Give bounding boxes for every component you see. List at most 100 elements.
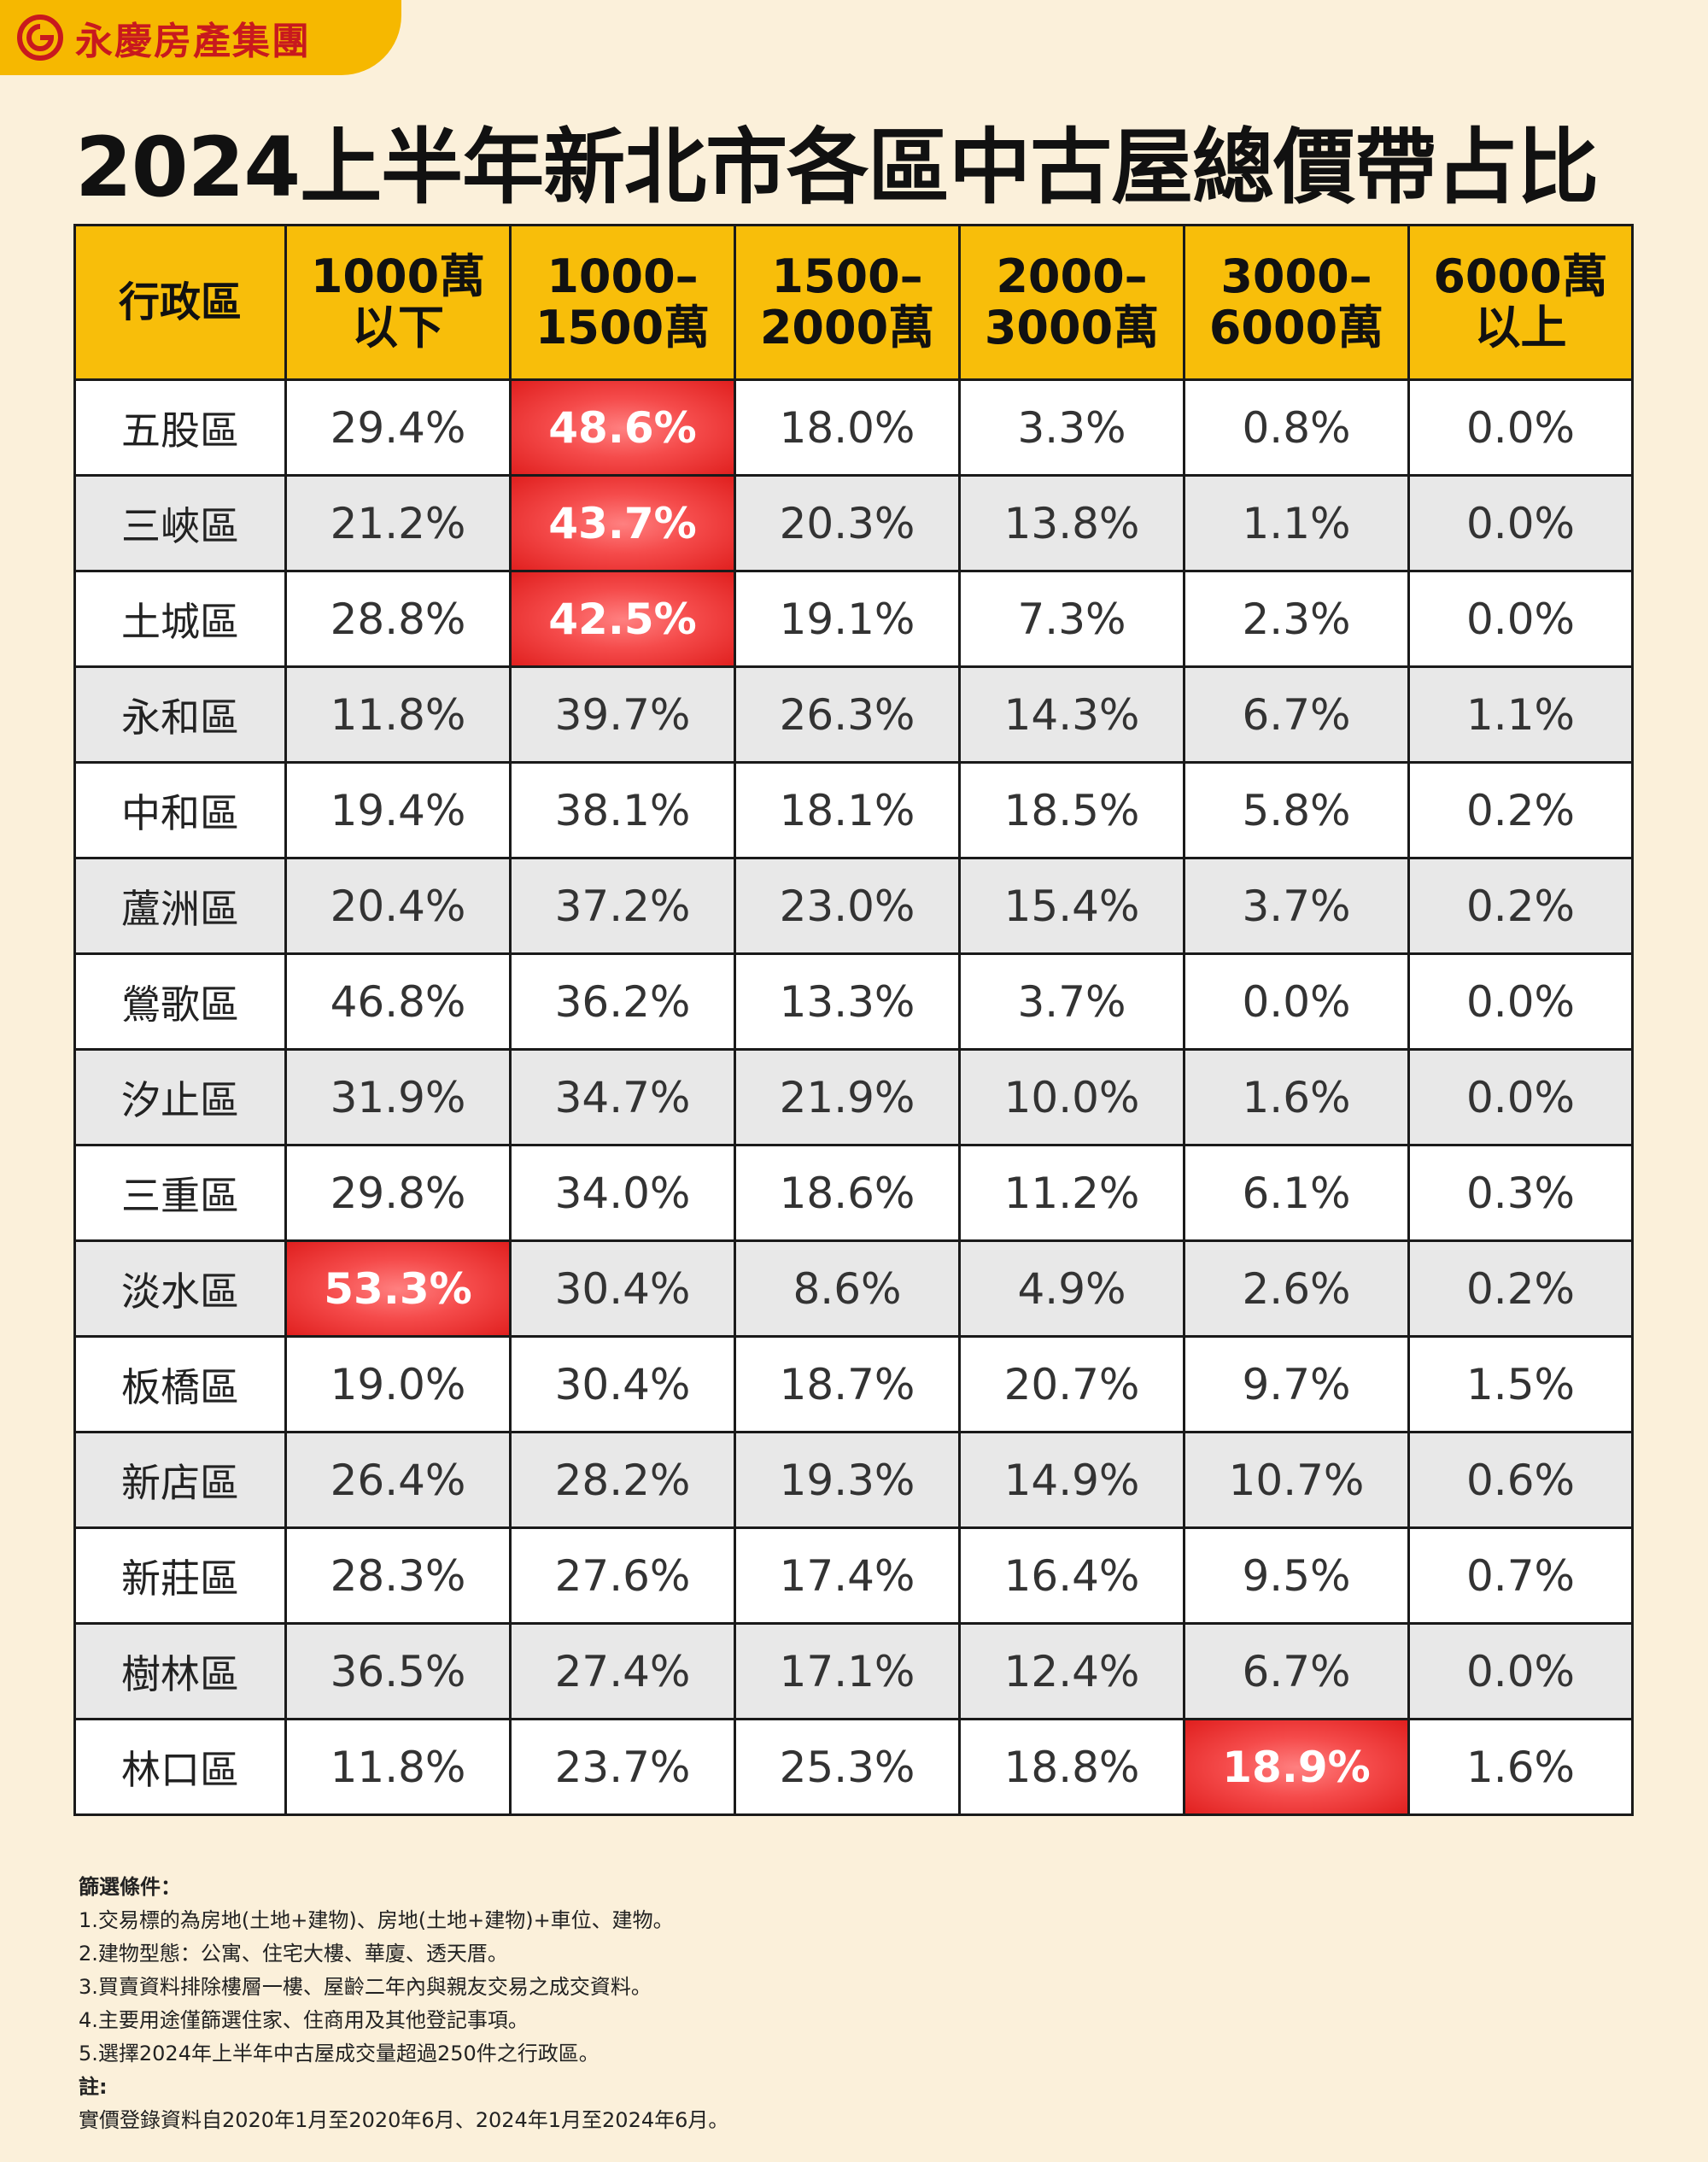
value-cell: 9.7% xyxy=(1183,1335,1410,1433)
filter-item: 5.選擇2024年上半年中古屋成交量超過250件之行政區。 xyxy=(79,2042,600,2065)
value-cell: 20.4% xyxy=(284,857,512,955)
value-cell: 19.1% xyxy=(734,570,961,668)
value-cell: 15.4% xyxy=(958,857,1185,955)
filter-item: 4.主要用途僅篩選住家、住商用及其他登記事項。 xyxy=(79,2008,529,2032)
value-cell: 0.2% xyxy=(1407,761,1634,859)
district-cell: 淡水區 xyxy=(73,1239,287,1338)
header-price-band: 1500– 2000萬 xyxy=(734,224,961,381)
value-cell: 0.0% xyxy=(1407,570,1634,668)
header-line: 1500– xyxy=(771,249,923,303)
value-cell: 1.1% xyxy=(1407,665,1634,764)
table-row: 三重區 29.8% 34.0% 18.6% 11.2% 6.1% 0.3% xyxy=(73,1144,1634,1242)
value-cell: 34.0% xyxy=(509,1144,736,1242)
value-cell: 11.8% xyxy=(284,665,512,764)
table-row: 三峽區 21.2% 43.7% 20.3% 13.8% 1.1% 0.0% xyxy=(73,474,1634,572)
table-row: 板橋區 19.0% 30.4% 18.7% 20.7% 9.7% 1.5% xyxy=(73,1335,1634,1433)
value-cell: 28.3% xyxy=(284,1526,512,1625)
header-line: 3000萬 xyxy=(984,301,1160,354)
header-line: 以上 xyxy=(1474,301,1567,354)
value-cell: 34.7% xyxy=(509,1048,736,1146)
value-cell: 16.4% xyxy=(958,1526,1185,1625)
value-cell: 13.3% xyxy=(734,952,961,1051)
value-cell: 18.0% xyxy=(734,378,961,477)
header-line: 行政區 xyxy=(118,278,242,326)
value-cell: 19.4% xyxy=(284,761,512,859)
value-cell: 23.0% xyxy=(734,857,961,955)
district-cell: 林口區 xyxy=(73,1718,287,1816)
header-line: 以下 xyxy=(352,301,444,354)
value-cell: 18.7% xyxy=(734,1335,961,1433)
value-cell: 29.8% xyxy=(284,1144,512,1242)
value-cell: 13.8% xyxy=(958,474,1185,572)
value-cell: 0.2% xyxy=(1407,857,1634,955)
header-line: 1500萬 xyxy=(535,301,711,354)
filter-title: 篩選條件： xyxy=(79,1875,181,1899)
value-cell: 39.7% xyxy=(509,665,736,764)
value-cell: 0.3% xyxy=(1407,1144,1634,1242)
value-cell: 21.9% xyxy=(734,1048,961,1146)
value-cell: 19.3% xyxy=(734,1431,961,1529)
value-cell: 1.1% xyxy=(1183,474,1410,572)
value-cell: 9.5% xyxy=(1183,1526,1410,1625)
header-price-band: 1000– 1500萬 xyxy=(509,224,736,381)
value-cell: 6.1% xyxy=(1183,1144,1410,1242)
value-cell: 3.3% xyxy=(958,378,1185,477)
highlighted-value-cell: 53.3% xyxy=(284,1239,512,1338)
value-cell: 1.6% xyxy=(1183,1048,1410,1146)
table-row: 新莊區 28.3% 27.6% 17.4% 16.4% 9.5% 0.7% xyxy=(73,1526,1634,1625)
price-band-table: 行政區 1000萬 以下 1000– 1500萬 1500– 2000萬 2000– 3000萬… xyxy=(73,224,1634,1816)
table-row: 五股區 29.4% 48.6% 18.0% 3.3% 0.8% 0.0% xyxy=(73,378,1634,477)
value-cell: 26.4% xyxy=(284,1431,512,1529)
header-price-band: 6000萬 以上 xyxy=(1407,224,1634,381)
value-cell: 19.0% xyxy=(284,1335,512,1433)
filter-item: 1.交易標的為房地(土地+建物)、房地(土地+建物)+車位、建物。 xyxy=(79,1908,674,1932)
value-cell: 10.0% xyxy=(958,1048,1185,1146)
value-cell: 28.8% xyxy=(284,570,512,668)
table-row: 新店區 26.4% 28.2% 19.3% 14.9% 10.7% 0.6% xyxy=(73,1431,1634,1529)
value-cell: 46.8% xyxy=(284,952,512,1051)
page-title: 2024上半年新北市各區中古屋總價帶占比 xyxy=(75,120,1599,215)
value-cell: 1.6% xyxy=(1407,1718,1634,1816)
value-cell: 2.6% xyxy=(1183,1239,1410,1338)
value-cell: 21.2% xyxy=(284,474,512,572)
header-price-band: 3000– 6000萬 xyxy=(1183,224,1410,381)
table-row: 永和區 11.8% 39.7% 26.3% 14.3% 6.7% 1.1% xyxy=(73,665,1634,764)
value-cell: 11.2% xyxy=(958,1144,1185,1242)
remark-text: 實價登錄資料自2020年1月至2020年6月、2024年1月至2024年6月。 xyxy=(79,2108,729,2132)
table-header-row: 行政區 1000萬 以下 1000– 1500萬 1500– 2000萬 2000– 3000萬… xyxy=(73,224,1634,381)
value-cell: 38.1% xyxy=(509,761,736,859)
value-cell: 4.9% xyxy=(958,1239,1185,1338)
value-cell: 31.9% xyxy=(284,1048,512,1146)
header-line: 6000萬 xyxy=(1208,301,1384,354)
value-cell: 27.6% xyxy=(509,1526,736,1625)
district-cell: 汐止區 xyxy=(73,1048,287,1146)
highlighted-value-cell: 48.6% xyxy=(509,378,736,477)
value-cell: 5.8% xyxy=(1183,761,1410,859)
value-cell: 8.6% xyxy=(734,1239,961,1338)
header-price-band: 2000– 3000萬 xyxy=(958,224,1185,381)
table-row: 淡水區 53.3% 30.4% 8.6% 4.9% 2.6% 0.2% xyxy=(73,1239,1634,1338)
value-cell: 18.5% xyxy=(958,761,1185,859)
district-cell: 蘆洲區 xyxy=(73,857,287,955)
value-cell: 0.0% xyxy=(1407,378,1634,477)
value-cell: 28.2% xyxy=(509,1431,736,1529)
highlighted-value-cell: 43.7% xyxy=(509,474,736,572)
value-cell: 17.4% xyxy=(734,1526,961,1625)
table-row: 汐止區 31.9% 34.7% 21.9% 10.0% 1.6% 0.0% xyxy=(73,1048,1634,1146)
district-cell: 永和區 xyxy=(73,665,287,764)
value-cell: 20.7% xyxy=(958,1335,1185,1433)
value-cell: 36.2% xyxy=(509,952,736,1051)
value-cell: 6.7% xyxy=(1183,1622,1410,1720)
value-cell: 37.2% xyxy=(509,857,736,955)
remark-title: 註: xyxy=(79,2075,108,2099)
value-cell: 30.4% xyxy=(509,1239,736,1338)
value-cell: 23.7% xyxy=(509,1718,736,1816)
district-cell: 鶯歌區 xyxy=(73,952,287,1051)
header-line: 1000– xyxy=(547,249,699,303)
value-cell: 17.1% xyxy=(734,1622,961,1720)
district-cell: 新店區 xyxy=(73,1431,287,1529)
district-cell: 三重區 xyxy=(73,1144,287,1242)
value-cell: 0.0% xyxy=(1407,1048,1634,1146)
district-cell: 五股區 xyxy=(73,378,287,477)
value-cell: 0.2% xyxy=(1407,1239,1634,1338)
